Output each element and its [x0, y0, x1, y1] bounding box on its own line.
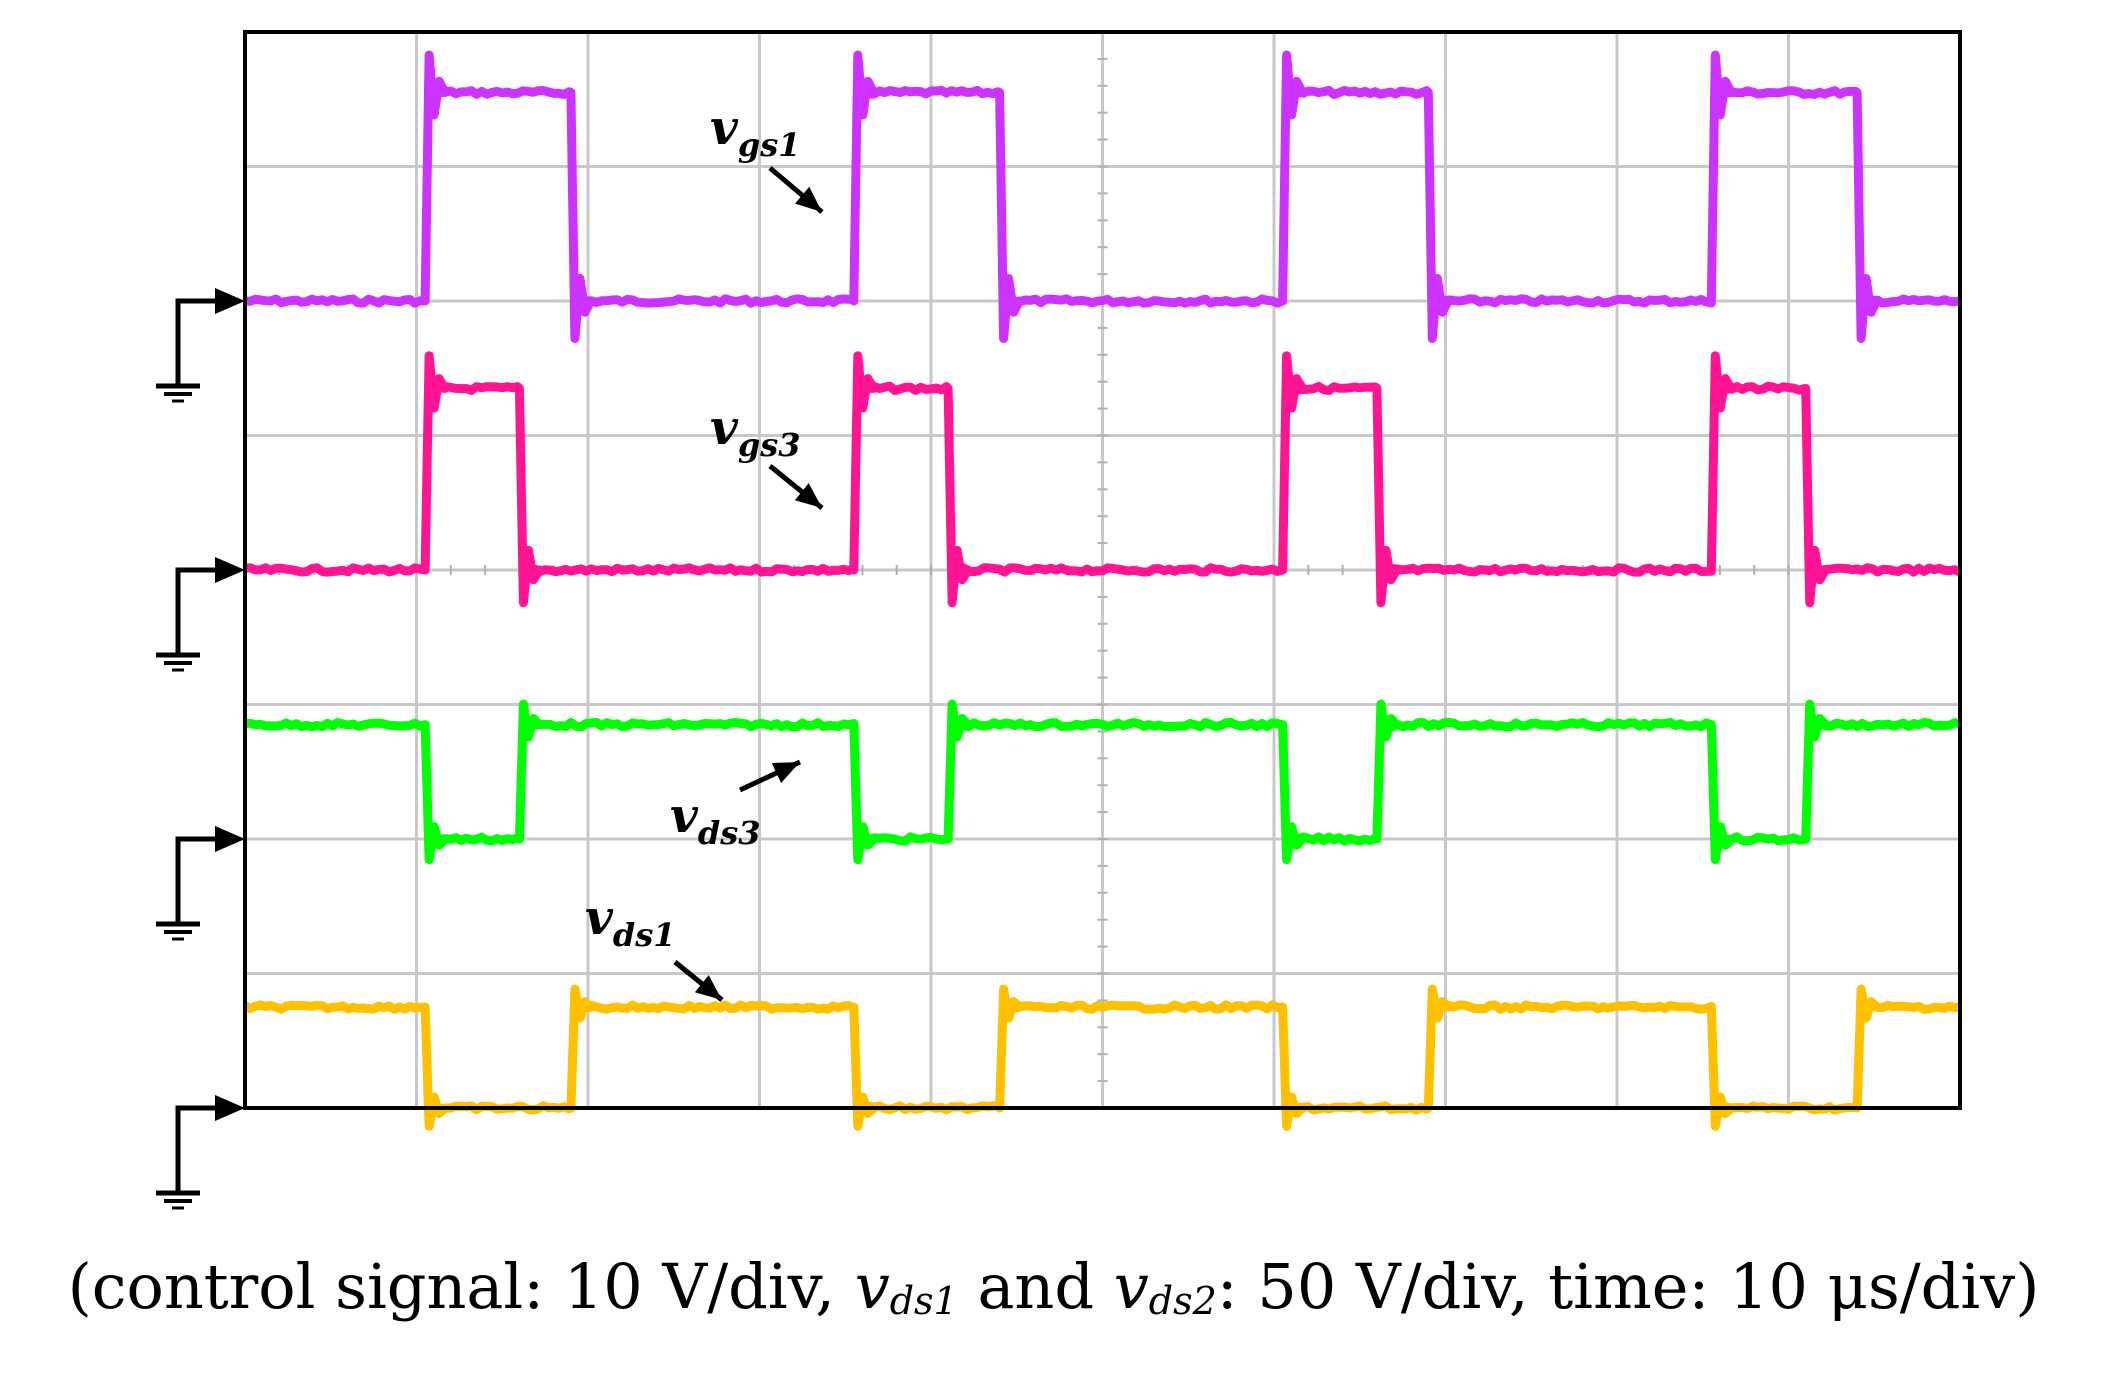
label-arrows: [673, 166, 824, 1002]
trace-ds3: [244, 699, 1961, 865]
ground-line: [175, 1105, 237, 1193]
trace-gs1: [244, 50, 1961, 343]
ground-line: [175, 836, 237, 924]
arrow-vgs1-head: [795, 186, 822, 212]
label-vgs1: vgs1: [710, 100, 801, 164]
ground-line: [175, 298, 237, 386]
arrow-vds1-head: [694, 975, 722, 1000]
arrow-vgs3-head: [794, 483, 822, 508]
ground-arrow: [215, 826, 245, 852]
label-vgs3: vgs3: [710, 400, 801, 464]
ground-arrow: [215, 1095, 245, 1121]
ground-markers: [156, 288, 245, 1210]
trace-gs3: [244, 351, 1962, 608]
ground-arrow: [215, 557, 245, 583]
arrow-vds3-head: [771, 762, 800, 783]
ground-line: [175, 567, 237, 655]
figure-caption: (control signal: 10 V/div, vds1 and vds2…: [67, 1250, 2040, 1323]
ground-arrow: [215, 288, 245, 314]
traces: [242, 50, 1962, 1131]
label-vds3: vds3: [670, 788, 761, 852]
label-vds1: vds1: [585, 890, 676, 954]
